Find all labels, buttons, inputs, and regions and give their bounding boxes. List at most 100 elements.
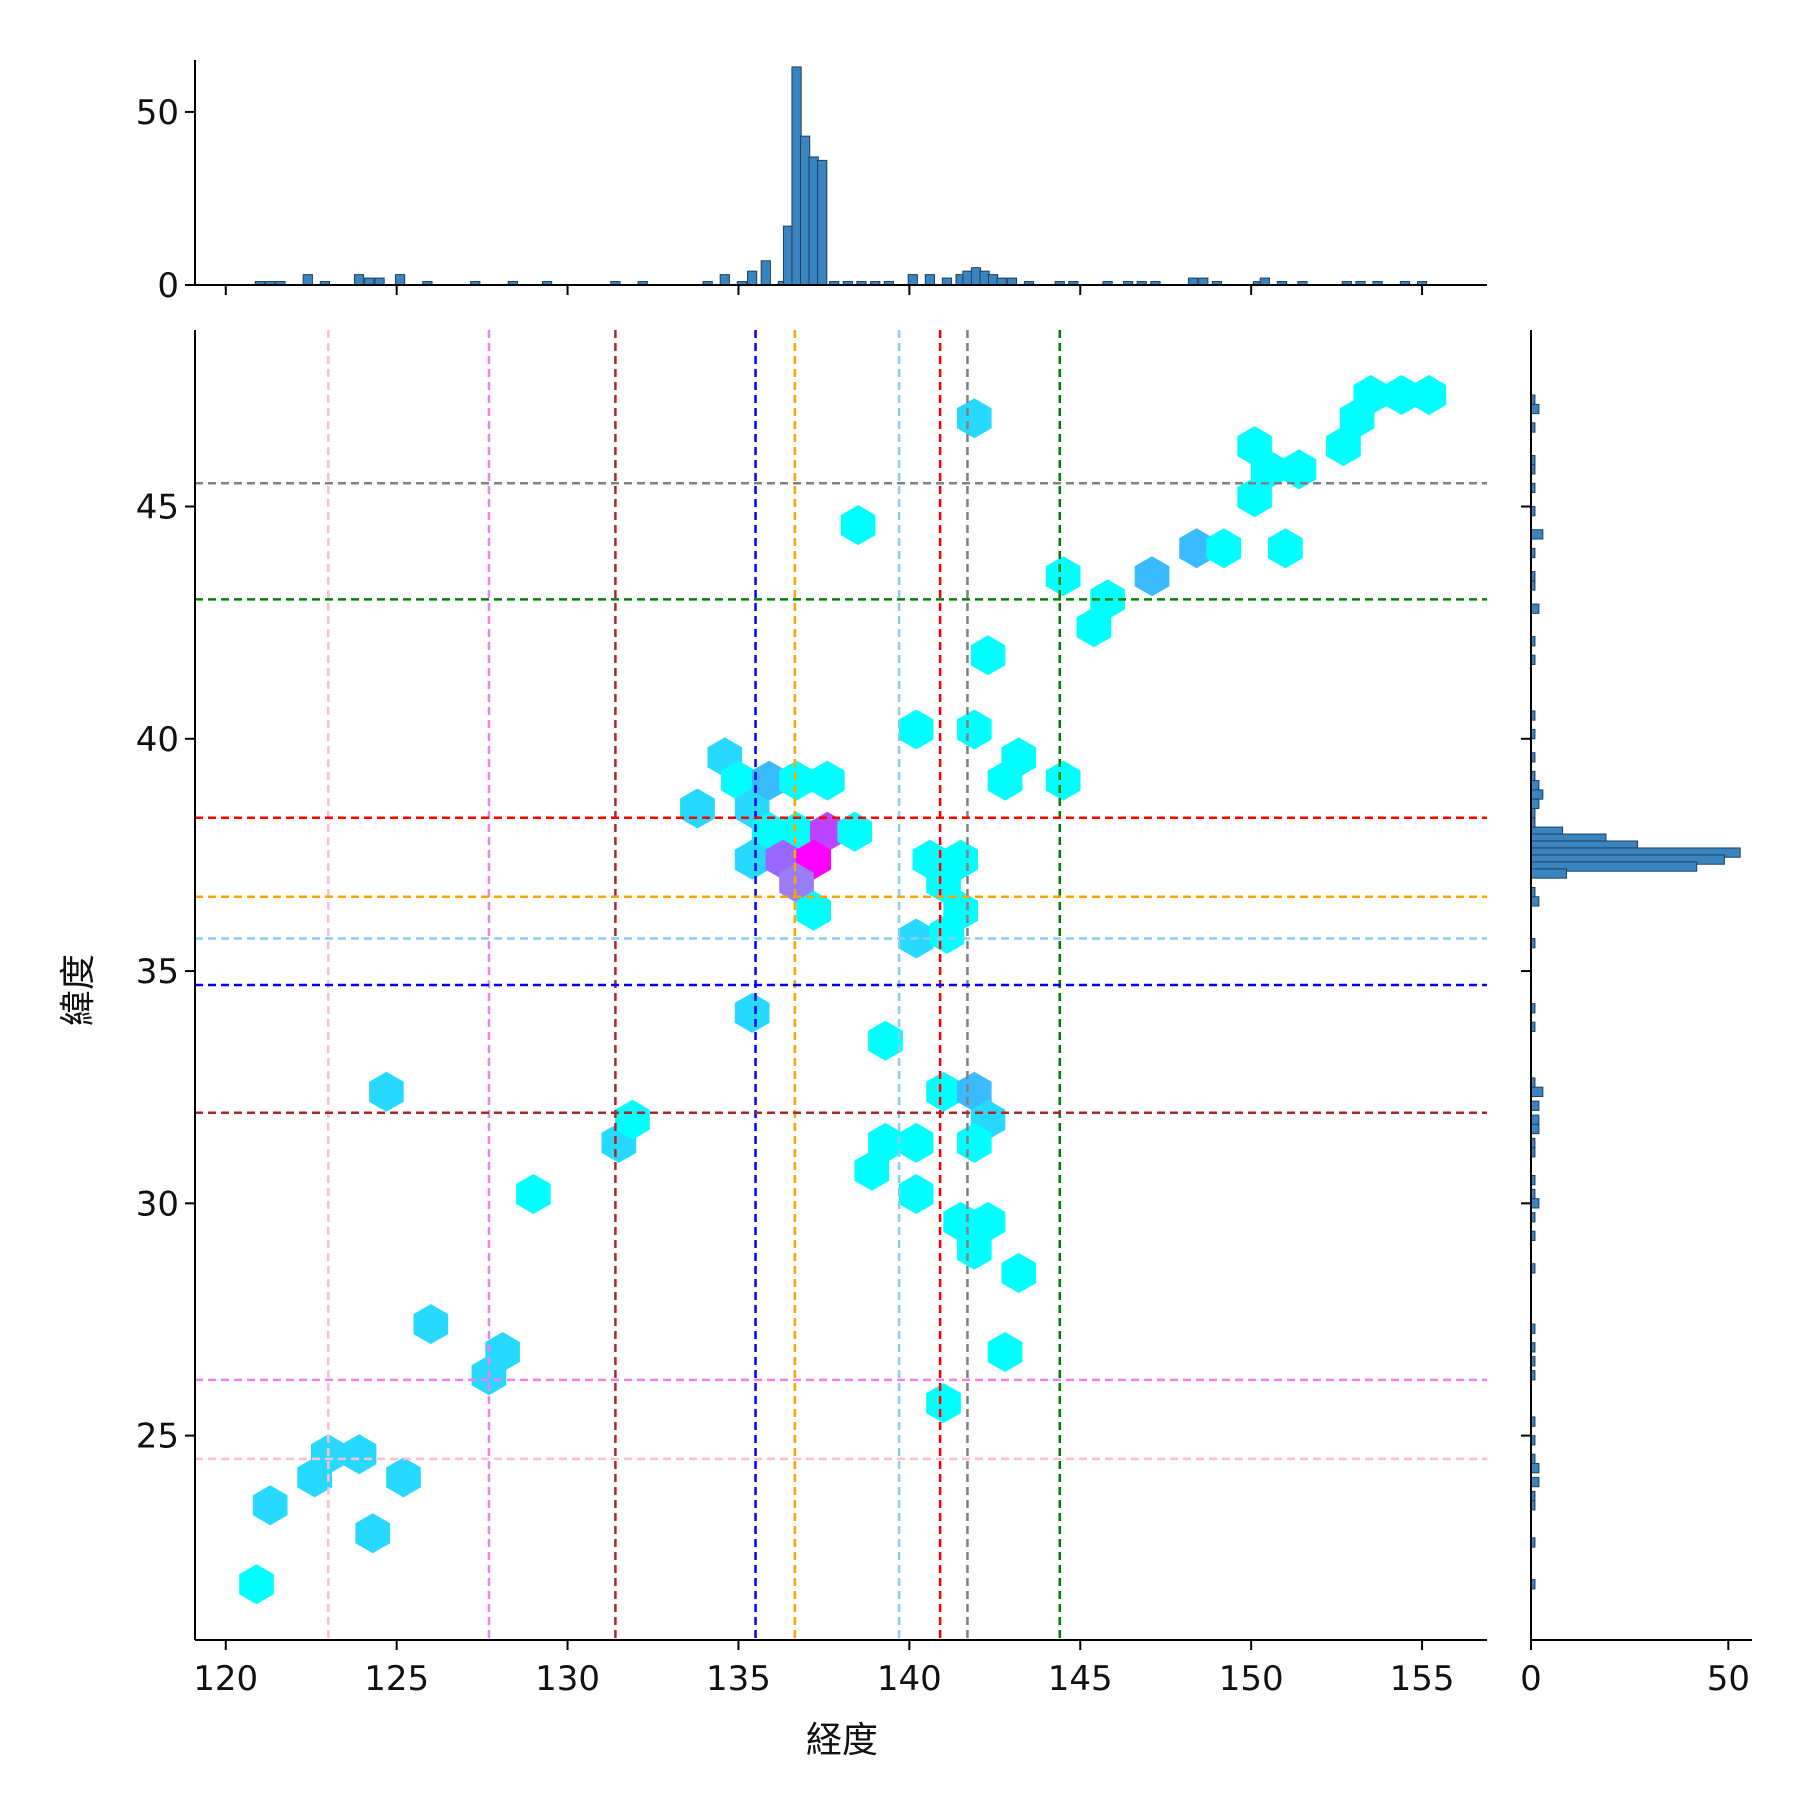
hexbin [898, 1122, 934, 1163]
right-hist-bar [1530, 1086, 1544, 1097]
top-hist-bar [996, 277, 1007, 286]
hexbin [1353, 375, 1389, 415]
hexbin [751, 811, 787, 852]
hexbin [1134, 556, 1170, 597]
top-hist-bar [808, 156, 819, 286]
top-hist-bar [1198, 277, 1209, 286]
top-hist-bar [374, 277, 385, 286]
top-hist-bar [760, 260, 771, 286]
x-tick-label: 145 [1048, 1659, 1113, 1699]
x-tick-label: 150 [1219, 1659, 1284, 1699]
top-hist-bar [719, 274, 730, 286]
top-hist-count-tick-label: 50 [136, 93, 179, 133]
hexbin [854, 1150, 890, 1191]
hexbin [926, 1383, 961, 1424]
right-hist-bar [1530, 798, 1540, 809]
top-hist-bar [1187, 277, 1199, 286]
hexbin [734, 839, 770, 880]
hexbin [1045, 556, 1081, 597]
top-hist-bar [791, 66, 802, 286]
hexbin [943, 890, 978, 931]
hexbin [837, 811, 872, 852]
y-axis-label: 緯度 [58, 954, 99, 1026]
hexbin [898, 709, 934, 750]
top-hist-bar [941, 277, 953, 286]
hexbin [957, 1122, 992, 1163]
right-hist-bar [1530, 896, 1540, 907]
hexbin [1281, 449, 1317, 490]
y-tick-label: 40 [136, 720, 179, 760]
right-hist-bar [1530, 1100, 1540, 1111]
hexbin [1384, 375, 1419, 415]
right-hist-bar [1530, 603, 1540, 614]
hexbin [369, 1071, 404, 1112]
hexbin [355, 1513, 391, 1554]
right-hist-bar [1530, 529, 1544, 540]
hexbin [413, 1304, 449, 1345]
hexbin [1001, 1253, 1037, 1293]
hexbin [341, 1434, 377, 1475]
hexbin [898, 1174, 934, 1214]
hexbin [751, 760, 787, 801]
y-tick-label: 35 [136, 952, 179, 992]
hexbin [779, 760, 814, 801]
hexbin [680, 788, 715, 829]
right-hist-count-tick-label: 50 [1707, 1659, 1750, 1699]
hexbin [1268, 528, 1303, 569]
hexbin [1045, 760, 1081, 801]
hexbin [485, 1332, 520, 1372]
hexbin [810, 760, 845, 801]
top-hist-bar [1006, 277, 1018, 286]
right-hist-count-tick-label: 0 [1520, 1659, 1542, 1699]
hexbin [796, 890, 831, 931]
hexbin [957, 398, 992, 439]
top-hist-bar [353, 274, 365, 286]
hexbin [1250, 449, 1286, 490]
hexbin [943, 839, 978, 880]
top-hist-bar [782, 225, 794, 286]
right-hist-bar [1530, 868, 1568, 879]
hexbin [1179, 528, 1214, 569]
hexbin [987, 760, 1023, 801]
right-hist-bar [1530, 789, 1544, 800]
hexbin [386, 1457, 421, 1498]
y-tick-label: 45 [136, 488, 179, 528]
right-marginal-histogram: 0 50 [1520, 330, 1752, 1699]
y-tick-label: 25 [136, 1417, 179, 1457]
hexbin [840, 505, 876, 546]
hexbin [868, 1122, 903, 1163]
x-axis-label: 経度 [806, 1720, 878, 1761]
hexbin [957, 1229, 992, 1270]
right-hist-bar [1530, 1462, 1540, 1474]
top-hist-bar [817, 159, 828, 286]
right-hist-bar [1530, 1476, 1540, 1488]
hexbin [734, 992, 770, 1033]
hexbin [810, 811, 845, 852]
main-hexbin-plot: 120 125 130 135 140 145 150 155 25 30 35 40 45 [136, 330, 1487, 1699]
hexbin [926, 1071, 961, 1112]
right-hist-bar [1530, 1198, 1540, 1209]
top-hist-bar [747, 270, 758, 286]
hexbin [970, 1201, 1006, 1242]
top-hist-bar [987, 274, 999, 286]
x-tick-label: 155 [1390, 1659, 1455, 1699]
hexbin [1237, 477, 1272, 518]
hexbin [516, 1174, 551, 1214]
top-hist-bar [364, 277, 375, 286]
y-tick-label: 30 [136, 1184, 179, 1224]
x-tick-label: 130 [535, 1659, 600, 1699]
top-hist-bar [979, 270, 990, 286]
x-tick-label: 135 [706, 1659, 771, 1699]
hexbin [868, 1020, 903, 1061]
top-hist-bar [962, 270, 973, 286]
x-tick-label: 140 [877, 1659, 942, 1699]
right-hist-bar [1530, 1114, 1540, 1125]
hexbin [779, 811, 814, 852]
top-marginal-histogram: 0 50 [136, 60, 1487, 306]
hexbin [615, 1099, 650, 1140]
hexbin [970, 635, 1006, 676]
right-hist-bar [1530, 403, 1540, 415]
top-hist-bar [924, 274, 935, 286]
hexbin [239, 1564, 274, 1605]
